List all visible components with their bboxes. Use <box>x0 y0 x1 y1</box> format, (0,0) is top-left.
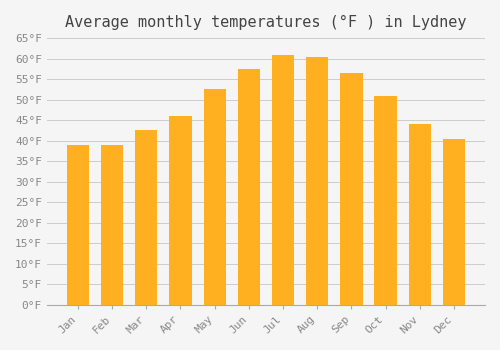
Bar <box>340 73 362 304</box>
Bar <box>170 116 192 304</box>
Bar <box>374 96 396 304</box>
Bar <box>204 89 226 304</box>
Title: Average monthly temperatures (°F ) in Lydney: Average monthly temperatures (°F ) in Ly… <box>65 15 466 30</box>
Bar <box>101 145 123 304</box>
Bar <box>135 130 158 304</box>
Bar <box>67 145 89 304</box>
Bar <box>238 69 260 304</box>
Bar <box>272 55 294 304</box>
Bar <box>306 57 328 304</box>
Bar <box>443 139 465 304</box>
Bar <box>408 124 431 304</box>
